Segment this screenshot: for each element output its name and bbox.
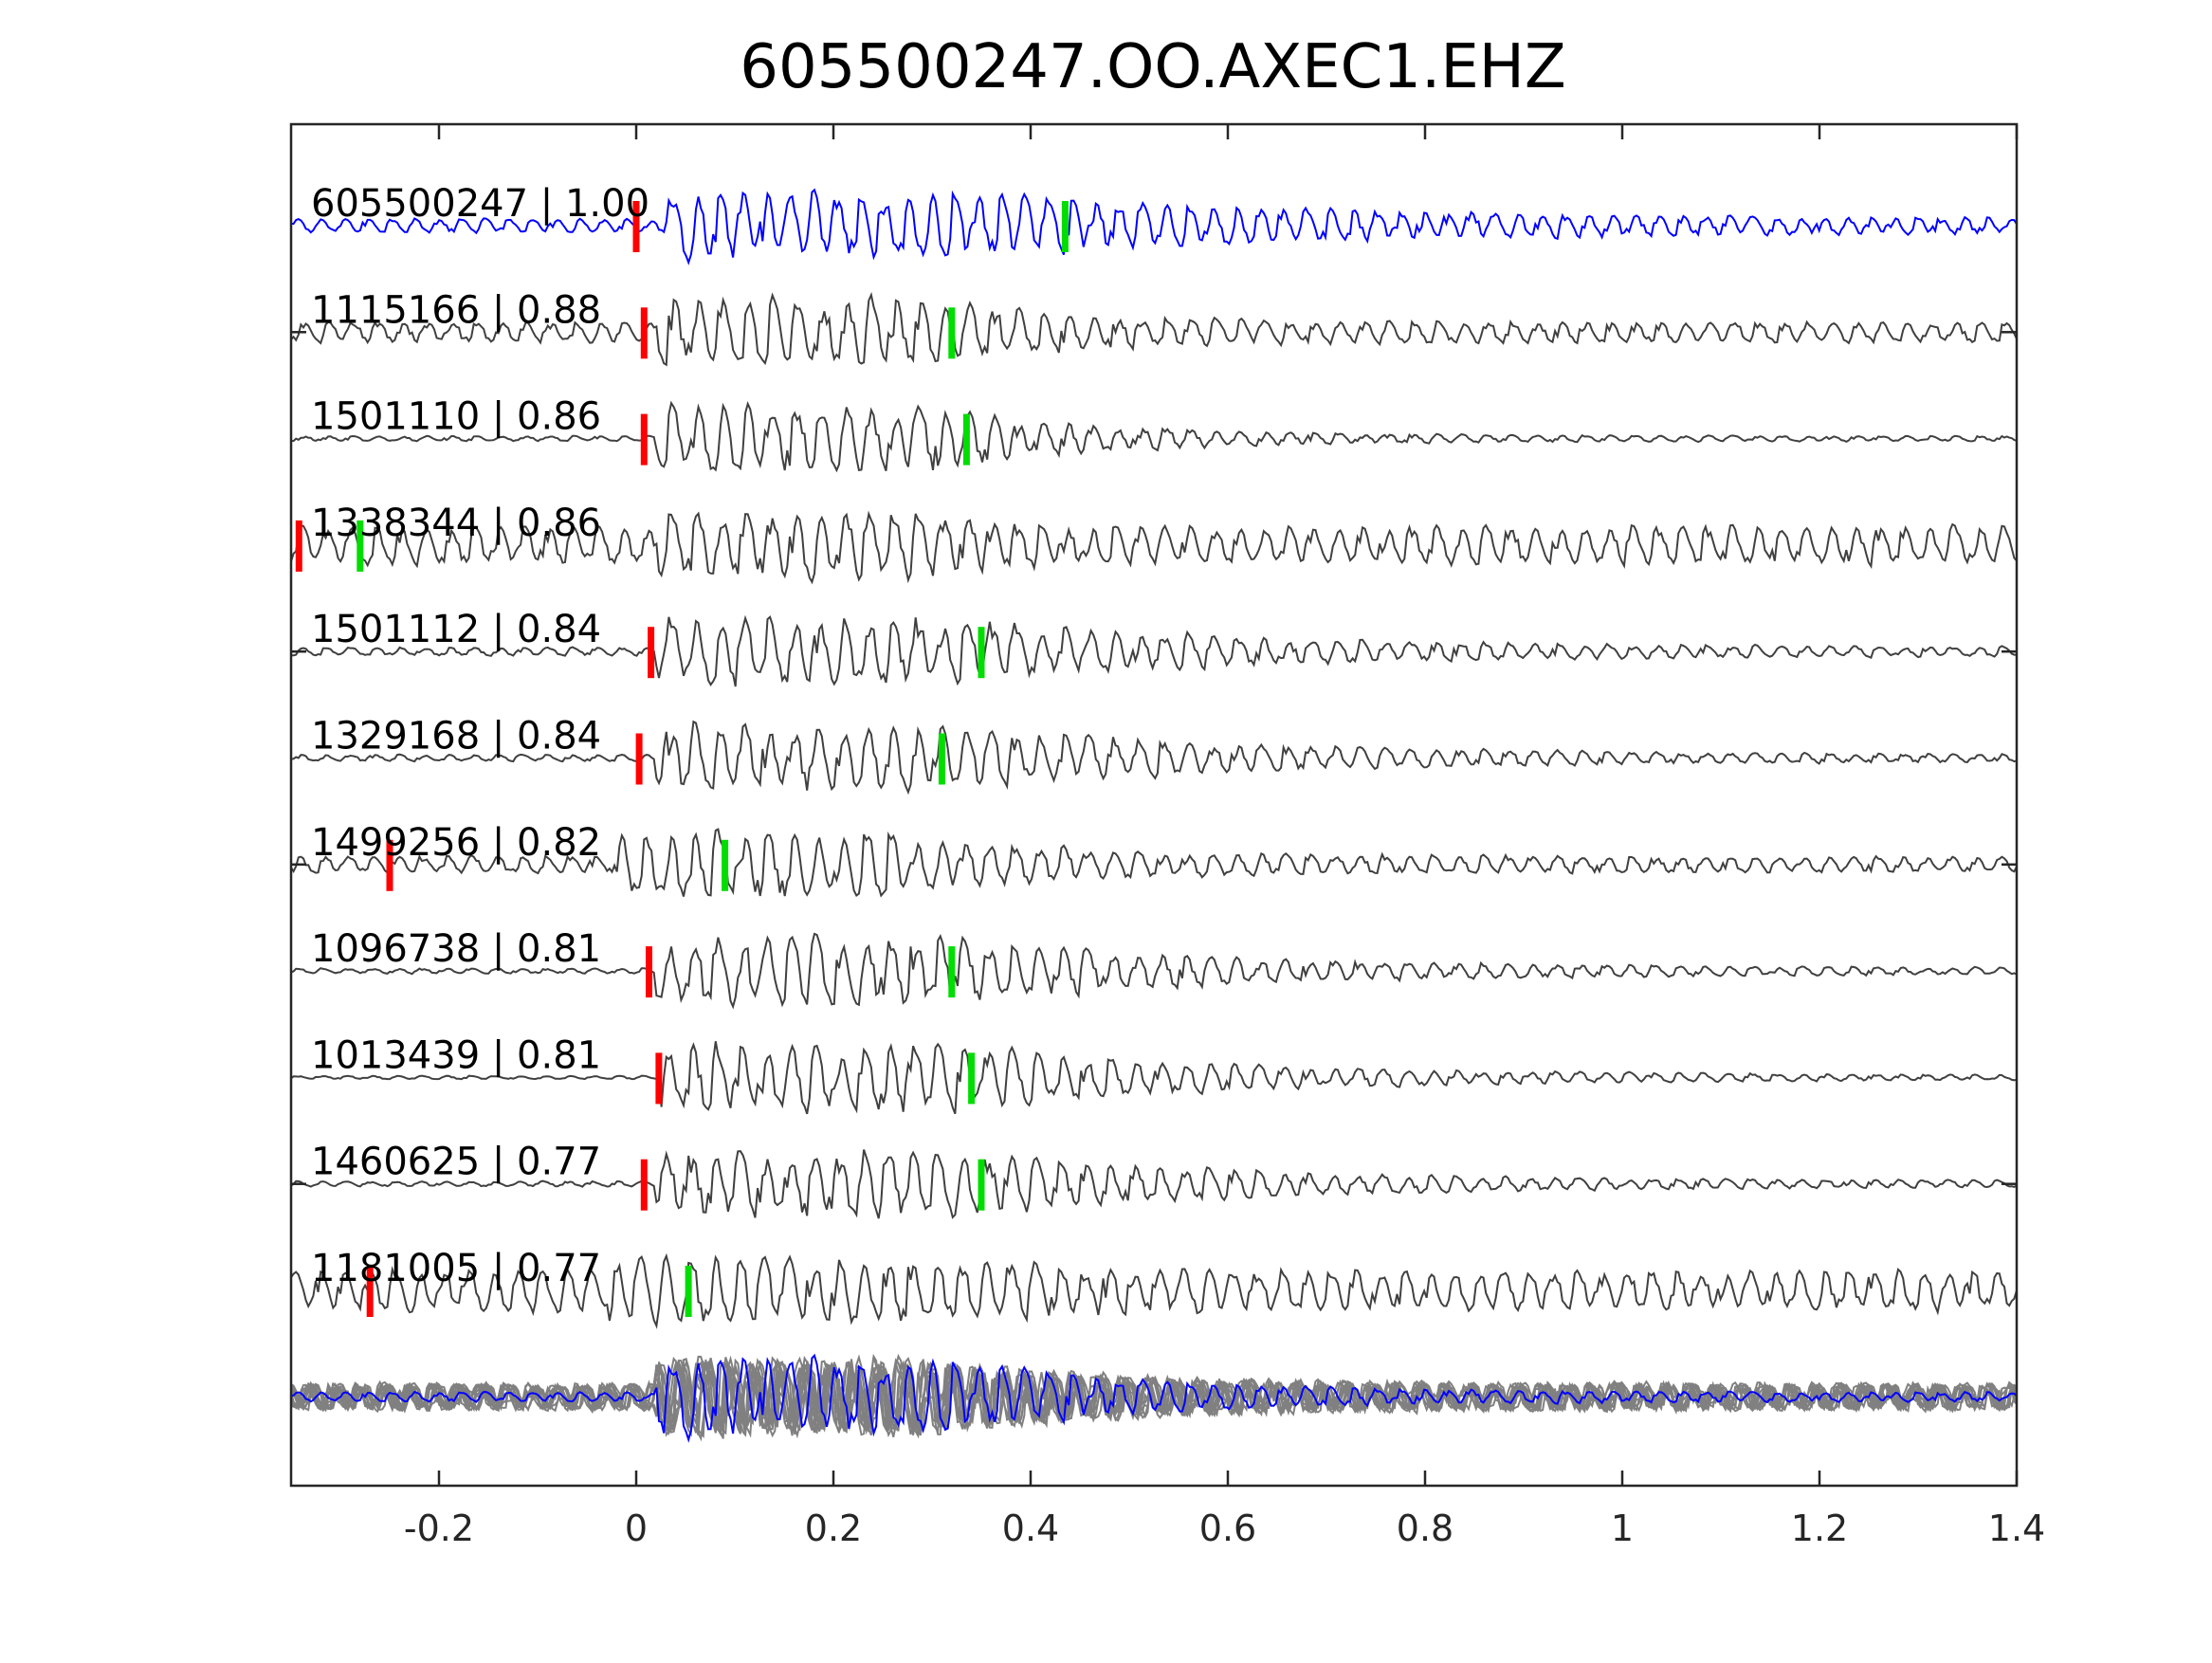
trace-6-s-pick (722, 839, 729, 891)
trace-0-s-pick (1061, 201, 1069, 252)
trace-5-label: 1329168 | 0.84 (311, 715, 601, 758)
trace-10-label: 1181005 | 0.77 (311, 1247, 601, 1290)
trace-8-label: 1013439 | 0.81 (311, 1033, 601, 1077)
x-tick-label: 0.8 (1397, 1508, 1453, 1549)
stack-reference-trace (291, 1353, 2018, 1443)
trace-8-s-pick (968, 1052, 976, 1105)
trace-2-line (290, 400, 2018, 473)
trace-3-p-pick (295, 520, 302, 572)
trace-5-line (290, 720, 2018, 795)
trace-1-p-pick (640, 307, 648, 359)
trace-4-line (291, 614, 2018, 687)
trace-7-line (290, 932, 2018, 1010)
axes-box (289, 122, 2019, 1488)
trace-0-p-pick (632, 201, 640, 252)
trace-6-line (290, 828, 2018, 898)
x-tick-label: 1.4 (1988, 1508, 2045, 1549)
x-tick-label: 0.4 (1002, 1508, 1059, 1549)
trace-8-p-pick (655, 1052, 663, 1105)
trace-5-p-pick (635, 733, 643, 785)
x-tick-label: 1 (1611, 1508, 1634, 1549)
trace-2-s-pick (962, 413, 970, 466)
trace-9-s-pick (978, 1159, 985, 1211)
trace-4-p-pick (648, 627, 655, 679)
trace-10-p-pick (366, 1266, 374, 1317)
trace-9-line (290, 1149, 2018, 1219)
trace-8-line (290, 1041, 2018, 1115)
labels-layer: 605500247 | 1.00 1115166 | 0.88 1501110 | … (311, 182, 649, 1290)
trace-1-s-pick (948, 307, 956, 359)
trace-2-p-pick (640, 413, 648, 466)
trace-10-line (290, 1252, 2018, 1329)
traces-layer (290, 188, 2018, 1443)
trace-0-line (291, 188, 2018, 265)
trace-0-label: 605500247 | 1.00 (311, 182, 649, 226)
x-tick-label: -0.2 (404, 1508, 474, 1549)
trace-1-label: 1115166 | 0.88 (311, 288, 601, 332)
x-tick-label: 0.2 (805, 1508, 862, 1549)
trace-9-label: 1460625 | 0.77 (311, 1141, 601, 1184)
x-tick-label: 0 (625, 1508, 648, 1549)
trace-3-s-pick (356, 520, 364, 572)
chart-title: 605500247.OO.AXEC1.EHZ (740, 32, 1566, 102)
x-tick-label: 1.2 (1791, 1508, 1848, 1549)
trace-2-label: 1501110 | 0.86 (311, 395, 601, 439)
trace-7-label: 1096738 | 0.81 (311, 927, 601, 971)
trace-10-s-pick (685, 1266, 692, 1317)
picks-layer (295, 201, 1069, 1317)
trace-6-p-pick (386, 839, 393, 891)
trace-3-label: 1338344 | 0.86 (311, 502, 601, 545)
trace-9-p-pick (640, 1159, 648, 1211)
trace-7-s-pick (948, 946, 956, 998)
trace-4-label: 1501112 | 0.84 (311, 608, 601, 651)
trace-6-label: 1499256 | 0.82 (311, 821, 601, 865)
trace-3-line (290, 510, 2018, 585)
trace-7-p-pick (646, 946, 652, 998)
trace-5-s-pick (938, 733, 945, 785)
x-axis: -0.2 0 0.2 0.4 0.6 0.8 1 1.2 1.4 (291, 124, 2045, 1549)
x-tick-label: 0.6 (1199, 1508, 1256, 1549)
trace-4-s-pick (978, 627, 985, 679)
trace-1-line (290, 291, 2018, 367)
